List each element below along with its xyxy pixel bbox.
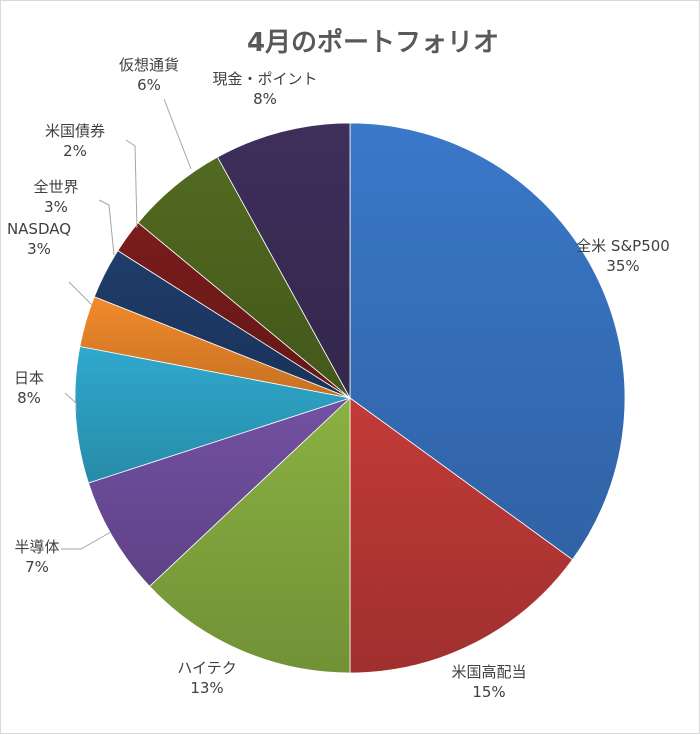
slice-value-label: 3% [27,240,51,258]
slice-value-label: 7% [25,558,49,576]
leader-line [61,531,112,550]
slice-category-label: ハイテク [177,659,236,677]
leader-line [163,98,192,170]
slice-value-label: 35% [606,257,639,275]
slice-value-label: 8% [17,389,41,407]
slice-category-label: 半導体 [14,538,59,556]
pie-slice [148,397,351,674]
pie-slices [74,122,626,674]
slice-category-label: 全米 S&P500 [576,237,670,255]
pie-slice [216,122,351,399]
slice-labels: 全米 S&P500 35% 米国高配当 15% ハイテク 13% 半導体 7% 日本 8% NASD… [7,56,670,701]
slice-value-label: 13% [190,679,223,697]
slice-category-label: 日本 [14,369,44,387]
chart-title: 4月のポートフォリオ [247,27,499,58]
leader-line [68,281,94,307]
pie-slice [349,122,626,561]
slice-category-label: 米国高配当 [451,663,526,681]
leader-lines [61,98,192,550]
leader-line [64,392,77,413]
slice-category-label: 全世界 [33,178,78,196]
slice-value-label: 6% [137,76,161,94]
pie-slice [87,397,351,587]
leader-line [98,199,115,256]
slice-category-label: 仮想通貨 [119,56,179,74]
pie-slice [349,397,574,674]
slice-value-label: 15% [472,683,505,701]
slice-category-label: 現金・ポイント [212,70,317,88]
slice-value-label: 8% [253,90,277,108]
slice-value-label: 2% [63,142,87,160]
slice-value-label: 3% [44,198,68,216]
leader-line [125,139,138,229]
slice-category-label: NASDAQ [7,220,71,238]
pie-slice [74,346,351,484]
slice-category-label: 米国債券 [45,122,105,140]
